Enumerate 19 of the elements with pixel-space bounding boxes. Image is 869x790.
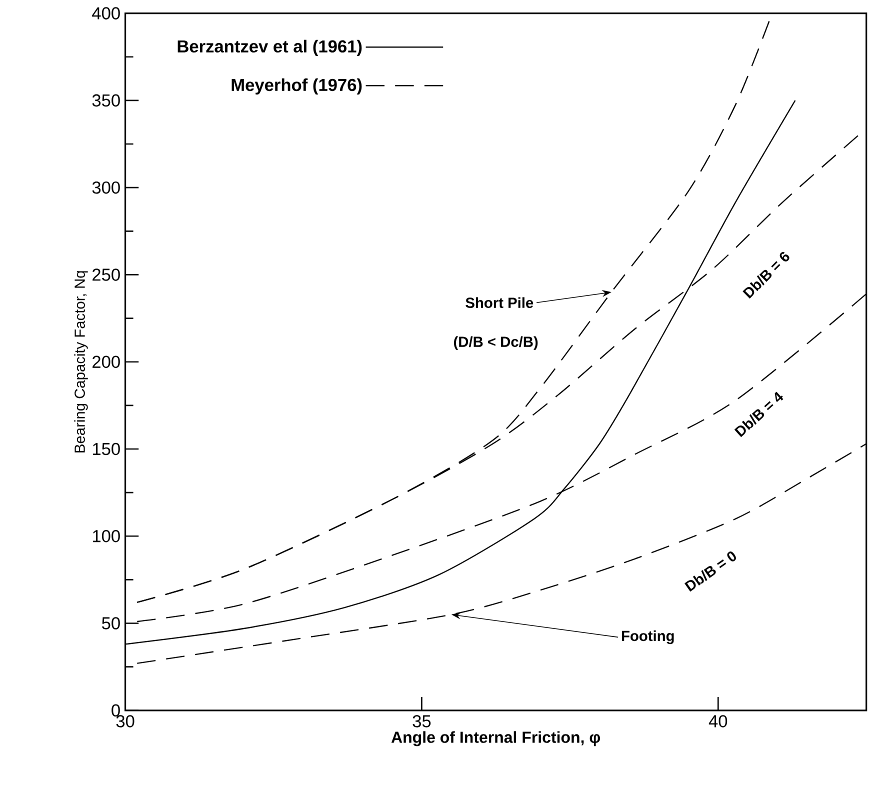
x-tick-label: 30: [116, 714, 134, 728]
y-tick-label: 250: [92, 268, 120, 281]
y-tick-label: 350: [92, 94, 120, 106]
x-tick-label: 35: [412, 714, 431, 728]
y-tick-label: 200: [92, 356, 120, 368]
annotation: Short Pile: [466, 297, 534, 308]
y-tick-label: 150: [92, 442, 120, 455]
legend-label: Berzantzev et al (1961): [178, 40, 362, 56]
legend-label: Meyerhof (1976): [232, 78, 362, 94]
y-axis-title: Bearing Capacity Factor, Nq: [74, 270, 88, 452]
y-tick-label: 400: [92, 7, 120, 20]
x-axis-title: Angle of Internal Friction, φ: [391, 731, 600, 746]
y-tick-label: 100: [92, 530, 120, 542]
annotation: (D/B < Dc/B): [454, 336, 538, 350]
y-tick-label: 50: [102, 616, 120, 630]
y-tick-label: 0: [112, 704, 120, 716]
annotation: Footing: [622, 630, 674, 644]
y-tick-label: 300: [92, 181, 120, 194]
x-tick-label: 40: [708, 714, 728, 728]
